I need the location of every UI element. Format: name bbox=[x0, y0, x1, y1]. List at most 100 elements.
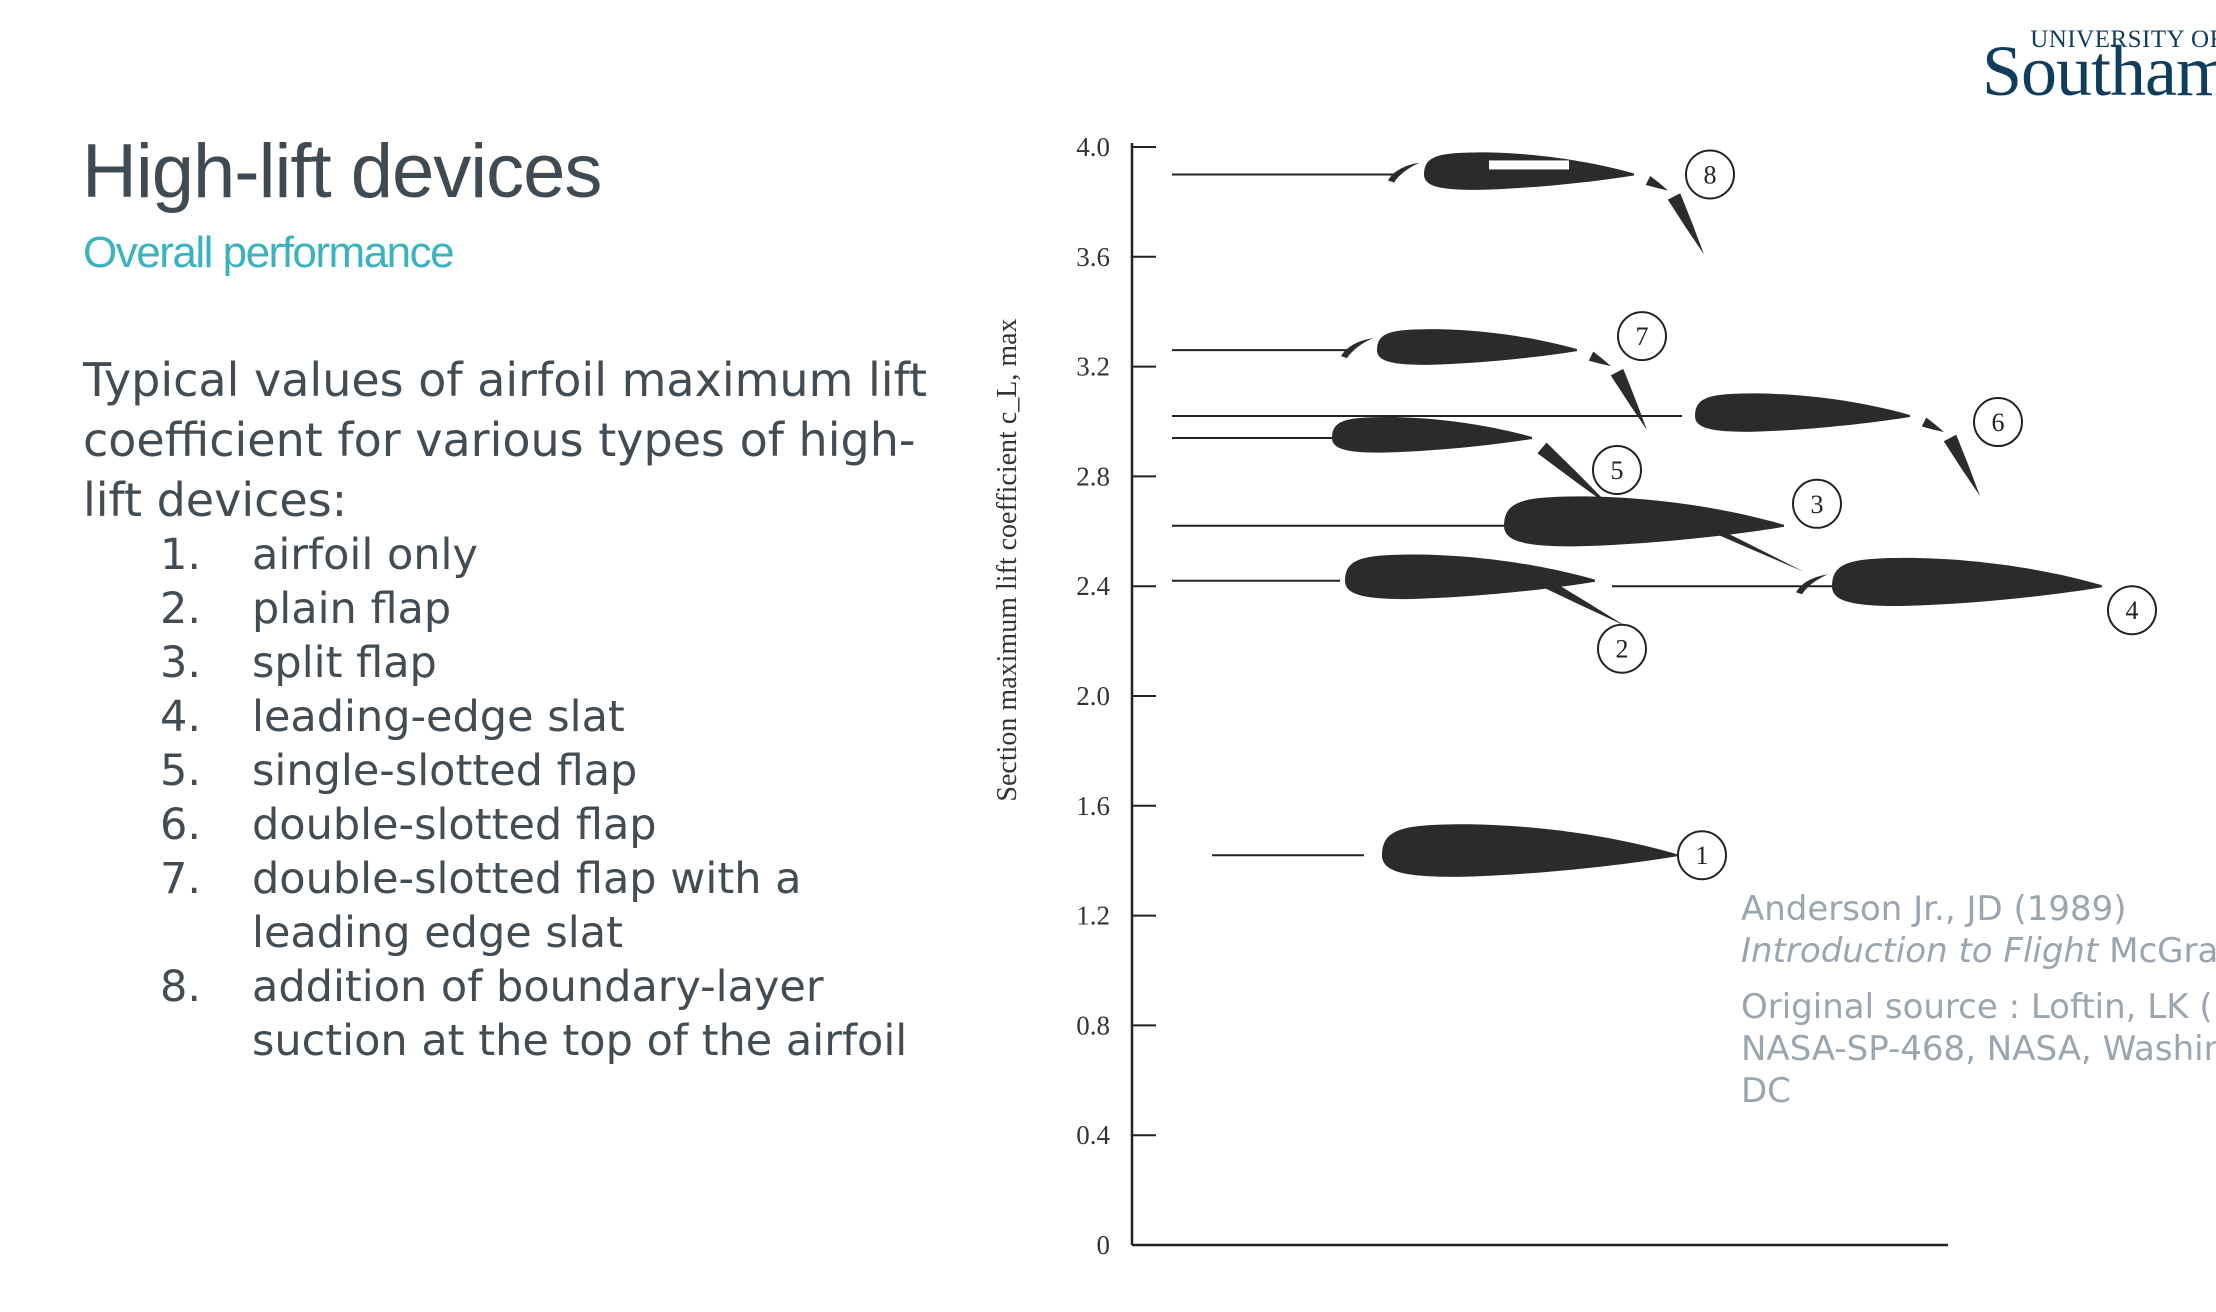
device-label: 6 bbox=[1992, 408, 2005, 437]
y-axis-label: Section maximum lift coefficient c_L, ma… bbox=[992, 318, 1023, 801]
vane-shape bbox=[1645, 175, 1668, 191]
airfoil-shape bbox=[1345, 554, 1595, 600]
y-tick-label: 3.6 bbox=[1076, 242, 1110, 272]
y-tick-label: 3.2 bbox=[1076, 352, 1110, 382]
list-label: leading-edge slat bbox=[252, 692, 625, 742]
list-item: 7. double-slotted flap with a leading edg… bbox=[160, 852, 960, 960]
airfoil-shape bbox=[1504, 496, 1784, 547]
device-label-circle bbox=[1592, 444, 1642, 495]
device-label-circle bbox=[1677, 830, 1727, 881]
list-label: double-slotted flap bbox=[252, 800, 657, 850]
device-mark-7: 7 bbox=[1172, 311, 1667, 431]
y-tick-label: 2.8 bbox=[1076, 461, 1110, 491]
device-label: 1 bbox=[1696, 841, 1709, 870]
device-label: 7 bbox=[1636, 322, 1649, 351]
airfoil-shape bbox=[1695, 393, 1910, 432]
device-mark-5: 5 bbox=[1172, 416, 1642, 508]
citation-source-line: NASA-SP-468, NASA, Washington bbox=[1741, 1029, 2216, 1069]
device-mark-6: 6 bbox=[1172, 393, 2023, 497]
list-item: 2. plain flap bbox=[160, 582, 960, 636]
lift-coefficient-figure: Section maximum lift coefficient c_L, ma… bbox=[980, 110, 2216, 1280]
flap-shape bbox=[1667, 193, 1704, 255]
device-label-circle bbox=[1617, 311, 1667, 362]
suction-slot bbox=[1489, 160, 1569, 170]
device-label: 8 bbox=[1704, 160, 1717, 189]
slide-title: High-lift devices bbox=[82, 129, 602, 214]
flap-shape bbox=[1610, 368, 1647, 431]
device-mark-4: 4 bbox=[1612, 557, 2157, 636]
list-item: 4. leading-edge slat bbox=[160, 690, 960, 744]
list-label: split flap bbox=[252, 638, 437, 688]
device-label: 2 bbox=[1616, 635, 1629, 664]
university-logo: UNIVERSITY OF Southampton bbox=[1896, 26, 2216, 116]
logo-top-line: UNIVERSITY OF bbox=[2030, 26, 2216, 53]
airfoil-shape bbox=[1377, 329, 1577, 365]
list-number: 1. bbox=[160, 530, 202, 580]
y-tick-label: 1.6 bbox=[1076, 791, 1110, 821]
list-number: 5. bbox=[160, 746, 202, 796]
device-label-circle bbox=[1685, 149, 1735, 200]
list-item: 6. double-slotted flap bbox=[160, 798, 960, 852]
list-number: 7. bbox=[160, 854, 202, 904]
airfoil-shape bbox=[1424, 152, 1634, 190]
flap-shape bbox=[1537, 442, 1612, 508]
airfoil-shape bbox=[1832, 557, 2102, 607]
y-tick-label: 0.4 bbox=[1076, 1120, 1110, 1150]
chart-marks: 1 2 3 4 5 6 7 8 bbox=[1172, 149, 2157, 881]
y-tick-label: 0 bbox=[1097, 1230, 1111, 1260]
device-mark-1: 1 bbox=[1212, 824, 1727, 881]
list-label: single-slotted flap bbox=[252, 746, 638, 796]
citation-source-line: DC bbox=[1741, 1071, 1791, 1111]
device-label: 5 bbox=[1611, 456, 1624, 485]
list-number: 6. bbox=[160, 800, 202, 850]
chart-axes bbox=[1130, 143, 1948, 1247]
device-mark-8: 8 bbox=[1172, 149, 1735, 255]
logo-wordmark: Southampton bbox=[1982, 31, 2216, 111]
flap-shape bbox=[1943, 434, 1980, 497]
list-number: 4. bbox=[160, 692, 202, 742]
device-list: 1. airfoil only 2. plain flap 3. split flap… bbox=[160, 528, 960, 1068]
y-tick-label: 4.0 bbox=[1076, 132, 1110, 162]
device-label-circle bbox=[2107, 585, 2157, 636]
airfoil-shape bbox=[1382, 824, 1677, 877]
device-mark-2: 2 bbox=[1172, 554, 1647, 674]
citation-book-title: Introduction to Flight bbox=[1741, 931, 2099, 971]
list-label: double-slotted flap with a leading edge … bbox=[252, 854, 802, 958]
airfoil-shape bbox=[1332, 416, 1532, 453]
list-label: airfoil only bbox=[252, 530, 478, 580]
y-tick-label: 0.8 bbox=[1076, 1010, 1110, 1040]
y-tick-label: 2.4 bbox=[1076, 571, 1110, 601]
citation-reference: Anderson Jr., JD (1989) Introduction to … bbox=[1741, 888, 2216, 972]
device-label: 3 bbox=[1811, 490, 1824, 519]
device-label-circle bbox=[1792, 478, 1842, 529]
device-label-circle bbox=[1597, 623, 1647, 674]
slide-subtitle: Overall performance bbox=[83, 228, 455, 277]
flap-shape bbox=[1712, 527, 1804, 572]
lift-chart: Section maximum lift coefficient c_L, ma… bbox=[992, 132, 2157, 1260]
list-item: 3. split flap bbox=[160, 636, 960, 690]
flap-shape bbox=[1542, 578, 1625, 626]
device-label-circle bbox=[1973, 397, 2023, 448]
list-label: plain flap bbox=[252, 584, 452, 634]
citation-author: Anderson Jr., JD (1989) bbox=[1741, 889, 2127, 929]
y-tick-label: 1.2 bbox=[1076, 901, 1110, 931]
citation-source-line: Original source : Loftin, LK (1985) bbox=[1741, 987, 2216, 1027]
intro-text: Typical values of airfoil maximum lift c… bbox=[83, 353, 927, 527]
vane-shape bbox=[1588, 351, 1611, 367]
slat-shape bbox=[1341, 338, 1373, 359]
device-mark-3: 3 bbox=[1172, 478, 1842, 572]
list-number: 2. bbox=[160, 584, 202, 634]
device-label: 4 bbox=[2126, 596, 2139, 625]
citation-publisher: McGraw-Hill bbox=[2109, 931, 2216, 971]
vane-shape bbox=[1921, 417, 1944, 433]
list-number: 3. bbox=[160, 638, 202, 688]
list-item: 1. airfoil only bbox=[160, 528, 960, 582]
list-label: addition of boundary-layer suction at th… bbox=[252, 962, 908, 1066]
slat-shape bbox=[1388, 162, 1420, 183]
citation: Anderson Jr., JD (1989) Introduction to … bbox=[1741, 888, 2216, 1126]
citation-source: Original source : Loftin, LK (1985) NASA… bbox=[1741, 986, 2216, 1112]
y-ticks: 0 0.4 0.8 1.2 1.6 2.0 2.4 2.8 3.2 3.6 4.0 bbox=[1076, 132, 1156, 1260]
y-tick-label: 2.0 bbox=[1076, 681, 1110, 711]
list-item: 5. single-slotted flap bbox=[160, 744, 960, 798]
slat-shape bbox=[1796, 574, 1828, 595]
